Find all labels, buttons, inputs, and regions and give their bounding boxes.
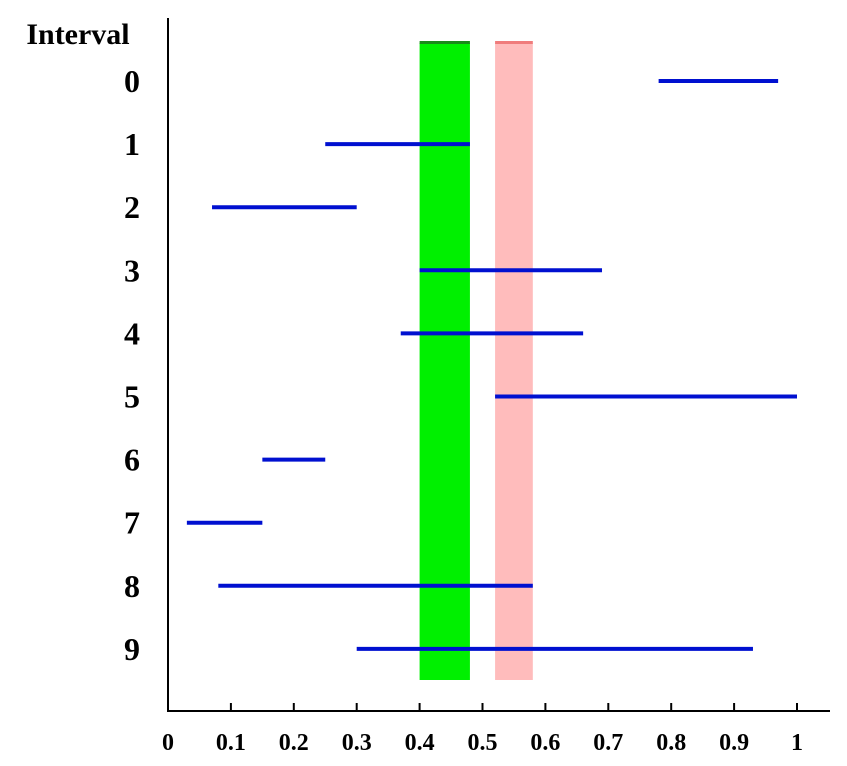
row-label-3: 3 [124, 252, 140, 288]
row-label-5: 5 [124, 379, 140, 415]
x-tick-label-0.8: 0.8 [656, 730, 686, 756]
highlight-band-1 [495, 43, 533, 680]
x-tick-label-0.3: 0.3 [342, 730, 372, 756]
highlight-band-edge-0 [419, 41, 470, 44]
row-label-4: 4 [124, 315, 140, 351]
row-label-7: 7 [124, 505, 140, 541]
row-label-1: 1 [124, 126, 140, 162]
x-tick-label-0.6: 0.6 [530, 730, 560, 756]
row-label-0: 0 [124, 63, 140, 99]
y-axis-title: Interval [26, 18, 129, 51]
x-tick-label-0.4: 0.4 [405, 730, 435, 756]
x-tick-label-0.9: 0.9 [719, 730, 749, 756]
row-labels: 0 1 2 3 4 5 6 7 8 9 [124, 63, 140, 667]
interval-lines [186, 79, 797, 651]
x-tick-label-0.1: 0.1 [216, 730, 246, 756]
highlight-band-edge-1 [495, 41, 533, 44]
highlight-band-0 [419, 43, 470, 680]
x-tick-label-0.7: 0.7 [593, 730, 623, 756]
highlight-bands [419, 41, 533, 680]
row-label-2: 2 [124, 189, 140, 225]
x-tick-label-0.2: 0.2 [279, 730, 309, 756]
row-label-6: 6 [124, 442, 140, 478]
x-tick-label-1: 1 [791, 730, 803, 756]
row-label-9: 9 [124, 631, 140, 667]
x-tick-label-0: 0 [162, 730, 174, 756]
x-tick-label-0.5: 0.5 [468, 730, 498, 756]
x-axis-ticks: 0 0.1 0.2 0.3 0.4 0.5 0.6 0.7 0.8 0.9 1 [162, 703, 803, 756]
row-label-8: 8 [124, 568, 140, 604]
